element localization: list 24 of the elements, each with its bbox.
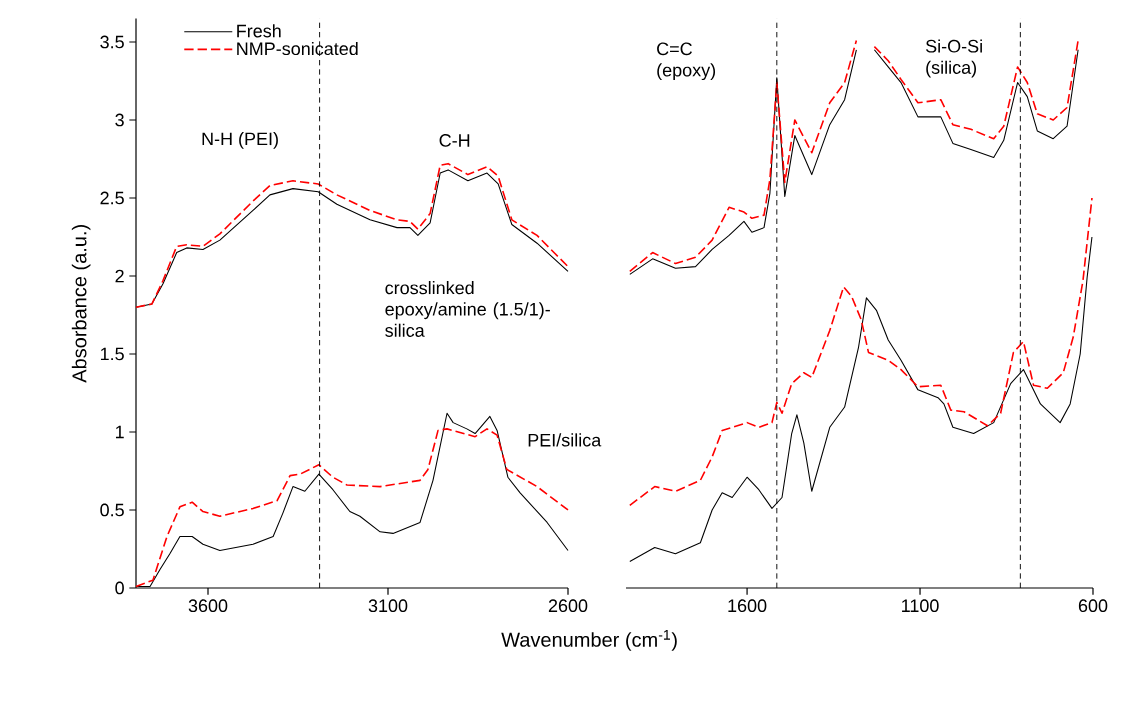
y-tick-label: 2.5	[100, 191, 124, 205]
x-tick-label: 600	[1078, 599, 1108, 613]
x-tick-label: 1600	[728, 599, 767, 613]
annotation: Si-O-Si (silica)	[925, 39, 982, 78]
y-tick-label: 0.5	[100, 503, 124, 517]
x-tick-label: 2600	[548, 599, 588, 613]
y-tick-label: 3	[115, 113, 124, 127]
x-tick-label: 3100	[368, 599, 408, 613]
annotation: crosslinked epoxy/amine (1.5/1)-silica	[385, 281, 550, 337]
y-tick-label: 1.5	[100, 347, 124, 361]
y-tick-label: 2	[115, 269, 124, 283]
annotation: PEI/silica	[528, 433, 602, 447]
x-tick-label: 3600	[188, 599, 228, 613]
y-tick-label: 0	[115, 581, 124, 595]
y-axis-title: Absorbance (a.u.)	[71, 225, 91, 383]
legend-label: NMP-sonicated	[237, 41, 358, 56]
annotation: N-H (PEI)	[202, 132, 278, 149]
annotation: C=C (epoxy)	[657, 42, 716, 81]
x-tick-label: 1100	[902, 599, 939, 613]
y-tick-label: 1	[115, 425, 124, 439]
x-axis-title: Wavenumber (cm$^{-1}$)	[501, 630, 677, 651]
legend-label: Fresh	[237, 24, 281, 38]
y-tick-label: 3.5	[100, 35, 124, 49]
annotation: C-H	[439, 134, 470, 147]
